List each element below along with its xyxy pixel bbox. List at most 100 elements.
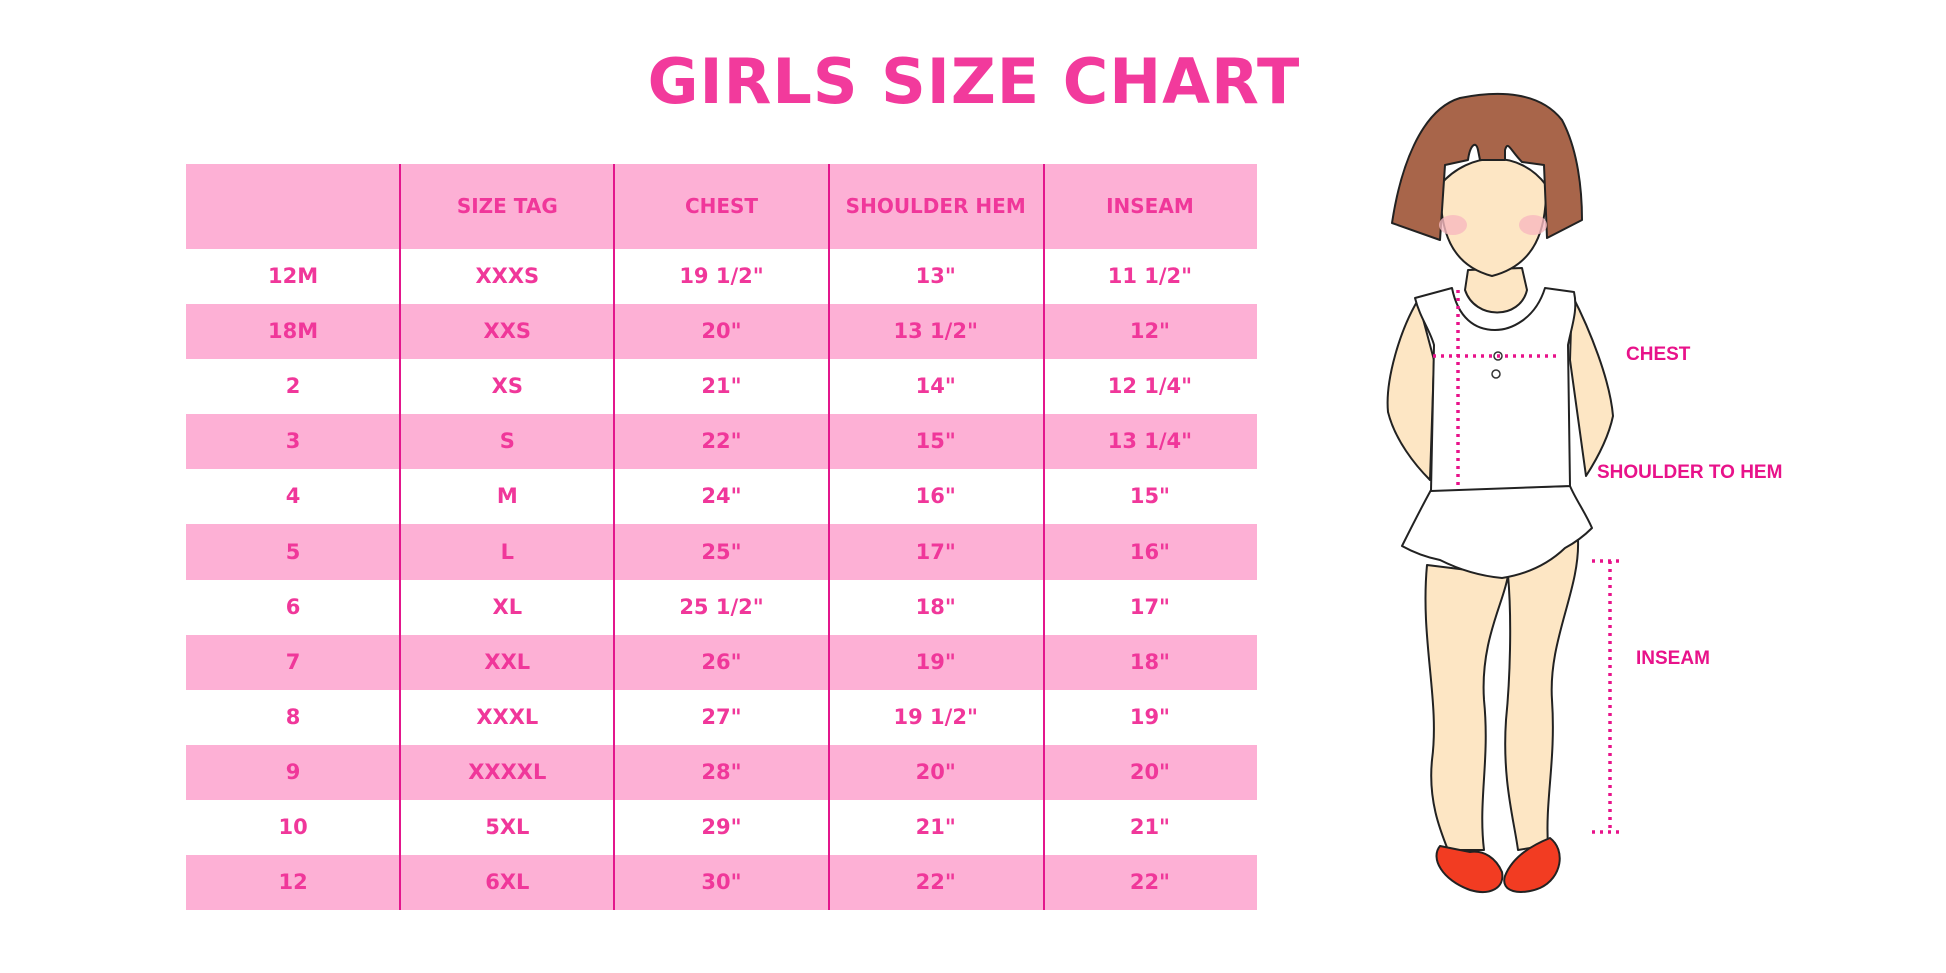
table-row: 8 XXXL 27" 19 1/2" 19" [186,690,1257,745]
right-cheek [1519,215,1547,235]
cell-chest: 28" [701,759,742,784]
cell-chest: 22" [701,429,742,454]
cell-inseam: 20" [1129,759,1170,784]
cell-age: 8 [285,704,301,729]
cell-age: 4 [285,484,301,509]
cell-age: 2 [285,374,301,399]
cell-inseam: 19" [1129,704,1170,729]
cell-age: 3 [285,429,301,454]
shirt-button [1491,369,1501,379]
column-divider [828,164,830,911]
cell-shoulder-hem: 13" [915,264,956,289]
cell-shoulder-hem: 13 1/2" [893,319,978,344]
column-divider [613,164,615,911]
column-divider [1043,164,1045,911]
cell-shoulder-hem: 14" [915,374,956,399]
skirt [1401,485,1593,579]
cell-shoulder-hem: 20" [915,759,956,784]
cell-shoulder-hem: 15" [915,429,956,454]
neck [1464,267,1528,314]
cell-size-tag: XXXL [476,704,539,729]
cell-inseam: 12" [1129,319,1170,344]
shoulder-to-hem-label: SHOULDER TO HEM [1597,462,1783,483]
column-header-inseam: INSEAM [1106,194,1194,218]
table-row: 18M XXS 20" 13 1/2" 12" [186,304,1257,360]
cell-chest: 26" [701,649,742,674]
cell-inseam: 11 1/2" [1107,264,1193,289]
column-divider [399,164,401,911]
cell-shoulder-hem: 18" [915,594,956,619]
cell-size-tag: XS [491,374,523,399]
cell-size-tag: XXXXL [468,759,547,784]
cell-chest: 19 1/2" [679,264,764,289]
cell-size-tag: XXXS [475,264,540,289]
cell-size-tag: L [500,539,514,564]
cell-shoulder-hem: 16" [915,484,956,509]
cell-chest: 25" [701,539,742,564]
cell-size-tag: M [496,484,518,509]
table-row: 7 XXL 26" 19" 18" [186,634,1257,690]
cell-inseam: 21" [1129,814,1170,839]
cell-inseam: 18" [1129,649,1170,674]
cell-chest: 25 1/2" [679,594,764,619]
cell-size-tag: XL [492,594,523,619]
hair [1391,93,1583,241]
right-shoe [1503,837,1561,893]
cell-inseam: 17" [1129,594,1170,619]
cell-chest: 24" [701,484,742,509]
cell-shoulder-hem: 17" [915,539,956,564]
left-leg [1424,564,1509,851]
table-row: 2 XS 21" 14" 12 1/4" [186,359,1257,414]
left-arm [1386,299,1435,481]
cell-age: 6 [285,594,301,619]
size-table: SIZE TAG CHEST SHOULDER HEM INSEAM 12M XX… [186,164,1257,911]
table-row: 9 XXXXL 28" 20" 20" [186,744,1257,800]
cell-age: 5 [285,539,301,564]
table-header-row: SIZE TAG CHEST SHOULDER HEM INSEAM [186,164,1257,249]
table-row: 3 S 22" 15" 13 1/4" [186,414,1257,470]
table-row: 10 5XL 29" 21" 21" [186,800,1257,855]
right-arm [1569,294,1614,477]
cell-shoulder-hem: 19 1/2" [893,704,978,729]
inseam-label: INSEAM [1636,648,1710,669]
table-row: 6 XL 25 1/2" 18" 17" [186,580,1257,635]
cell-shoulder-hem: 22" [915,870,956,895]
cell-inseam: 15" [1129,484,1170,509]
cell-chest: 30" [701,870,742,895]
table-row: 5 L 25" 17" 16" [186,524,1257,580]
cell-age: 12M [268,264,319,289]
cell-chest: 20" [701,319,742,344]
shirt [1414,287,1577,492]
table-row: 12M XXXS 19 1/2" 13" 11 1/2" [186,249,1257,304]
cell-size-tag: 5XL [485,814,530,839]
cell-inseam: 16" [1129,539,1170,564]
cell-age: 10 [278,814,308,839]
cell-chest: 21" [701,374,742,399]
column-header-size-tag: SIZE TAG [456,194,558,218]
cell-size-tag: XXL [484,649,531,674]
chest-label: CHEST [1626,344,1691,365]
cell-inseam: 12 1/4" [1107,374,1193,399]
cell-chest: 27" [701,704,742,729]
cell-age: 12 [278,870,308,895]
left-cheek [1439,215,1467,235]
cell-inseam: 22" [1129,870,1170,895]
cell-chest: 29" [701,814,742,839]
cell-age: 9 [285,759,301,784]
cell-age: 18M [268,319,319,344]
cell-age: 7 [285,649,301,674]
cell-size-tag: S [499,429,515,454]
column-header-chest: CHEST [684,194,759,218]
cell-shoulder-hem: 21" [915,814,956,839]
left-shoe [1435,845,1504,893]
cell-size-tag: 6XL [485,870,530,895]
table-row: 12 6XL 30" 22" 22" [186,855,1257,911]
table-row: 4 M 24" 16" 15" [186,469,1257,524]
cell-inseam: 13 1/4" [1107,429,1193,454]
cell-size-tag: XXS [483,319,532,344]
right-leg [1504,539,1580,851]
cell-shoulder-hem: 19" [915,649,956,674]
column-header-shoulder-hem: SHOULDER HEM [845,194,1026,218]
page-title: GIRLS SIZE CHART [647,45,1301,118]
